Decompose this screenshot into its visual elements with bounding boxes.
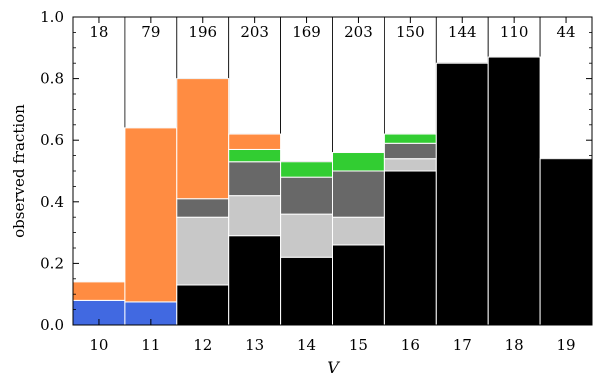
bar-segment-16-s2 [383,158,437,172]
bar-segment-14-s4 [280,161,334,178]
count-label-17: 144 [448,23,477,41]
background-bar-18 [487,16,541,58]
bar-segment-15-s3 [332,170,385,218]
bar-segment-15-s0 [332,244,385,326]
count-label-16: 150 [396,23,425,41]
count-label-15: 203 [344,23,373,41]
bar-segment-14-s0 [280,256,334,326]
x-tick-label-18: 18 [505,336,524,354]
bar-segment-17-s0 [435,62,489,326]
count-label-18: 110 [500,23,529,41]
count-label-14: 169 [292,23,321,41]
background-bar-12 [176,16,230,79]
x-tick-label-15: 15 [349,336,368,354]
background-bar-14 [280,16,333,163]
count-label-12: 196 [188,23,217,41]
y-tick-label: 0.6 [40,131,64,149]
count-label-10: 18 [89,23,108,41]
bar-segment-19-s0 [539,158,593,326]
count-label-11: 79 [141,23,160,41]
y-tick-label: 0.2 [40,254,64,272]
y-tick-label: 0.0 [40,316,64,334]
bar-segment-13-s5 [228,133,282,150]
bar-segment-16-s3 [383,142,437,160]
count-label-19: 44 [557,23,576,41]
background-bar-10 [72,16,126,283]
bar-segment-15-s2 [332,216,385,246]
x-tick-label-17: 17 [453,336,472,354]
axes-layer: 0.0 0.2 0.4 0.6 0.8 1.0 10 11 12 13 14 15 16 17 18 19 [40,8,593,354]
bar-segment-10-s5 [72,281,126,301]
bar-segment-13-s2 [228,195,282,237]
bar-segment-16-s0 [383,170,437,326]
y-tick-label: 0.4 [40,193,64,211]
x-tick-label-11: 11 [141,336,160,354]
bar-segment-14-s3 [280,176,334,215]
x-tick-label-16: 16 [401,336,420,354]
count-labels-layer: 18 79 196 203 169 203 150 144 110 44 [89,23,575,41]
bar-segment-12-s2 [176,216,230,286]
bar-segment-13-s0 [228,235,282,326]
y-tick-label: 0.8 [40,70,64,88]
bar-segment-11-s5 [124,127,178,303]
y-axis-label: observed fraction [10,104,28,238]
bar-segment-13-s3 [228,161,282,197]
bar-segment-18-s0 [487,56,541,326]
bar-segment-16-s4 [383,133,437,144]
x-axis-label: V [327,358,340,377]
bar-segment-14-s2 [280,213,334,258]
bar-segment-12-s3 [176,198,230,218]
background-bar-15 [332,16,385,153]
bar-segment-12-s0 [176,284,230,326]
x-tick-label-13: 13 [245,336,264,354]
x-tick-label-12: 12 [193,336,212,354]
bar-segment-12-s5 [176,78,230,200]
bar-segment-15-s4 [332,152,385,172]
x-tick-label-14: 14 [297,336,316,354]
bar-segment-13-s4 [228,148,282,163]
background-bar-11 [124,16,178,129]
bars-layer [72,16,593,326]
x-tick-label-19: 19 [557,336,576,354]
background-bar-16 [383,16,437,135]
count-label-13: 203 [240,23,269,41]
y-tick-label: 1.0 [40,8,64,26]
x-tick-label-10: 10 [89,336,108,354]
